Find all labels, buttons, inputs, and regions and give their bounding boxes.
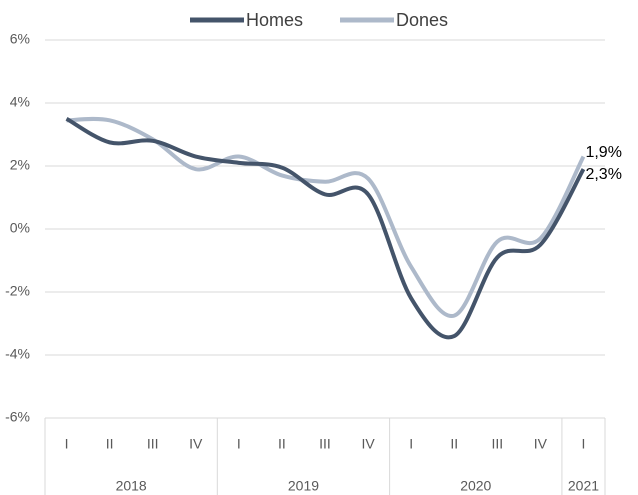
x-tick-label: III xyxy=(491,436,503,452)
data-label: 2,3% xyxy=(585,166,621,183)
x-tick-label: I xyxy=(65,436,69,452)
x-tick-label: II xyxy=(278,436,286,452)
y-tick-label: 4% xyxy=(10,94,30,110)
line-series xyxy=(66,116,586,318)
line-series xyxy=(65,116,586,340)
x-tick-label: IV xyxy=(534,436,548,452)
x-group-label: 2019 xyxy=(288,478,319,494)
x-tick-label: II xyxy=(106,436,114,452)
x-tick-label: IV xyxy=(361,436,375,452)
x-group-label: 2021 xyxy=(568,478,599,494)
y-tick-label: -4% xyxy=(5,346,30,362)
y-tick-label: 6% xyxy=(10,31,30,47)
x-tick-label: II xyxy=(450,436,458,452)
x-group-label: 2018 xyxy=(116,478,147,494)
x-tick-label: I xyxy=(409,436,413,452)
x-tick-label: I xyxy=(582,436,586,452)
y-tick-label: -2% xyxy=(5,283,30,299)
x-tick-label: IV xyxy=(189,436,203,452)
x-tick-label: I xyxy=(237,436,241,452)
x-tick-label: III xyxy=(147,436,159,452)
y-tick-label: 2% xyxy=(10,157,30,173)
y-tick-label: -6% xyxy=(5,409,30,425)
legend-label: Dones xyxy=(396,10,448,30)
legend: Homes Dones xyxy=(190,10,448,30)
y-tick-label: 0% xyxy=(10,220,30,236)
data-label: 1,9% xyxy=(585,144,621,161)
x-group-label: 2020 xyxy=(460,478,491,494)
x-tick-label: III xyxy=(319,436,331,452)
legend-label: Homes xyxy=(246,10,303,30)
